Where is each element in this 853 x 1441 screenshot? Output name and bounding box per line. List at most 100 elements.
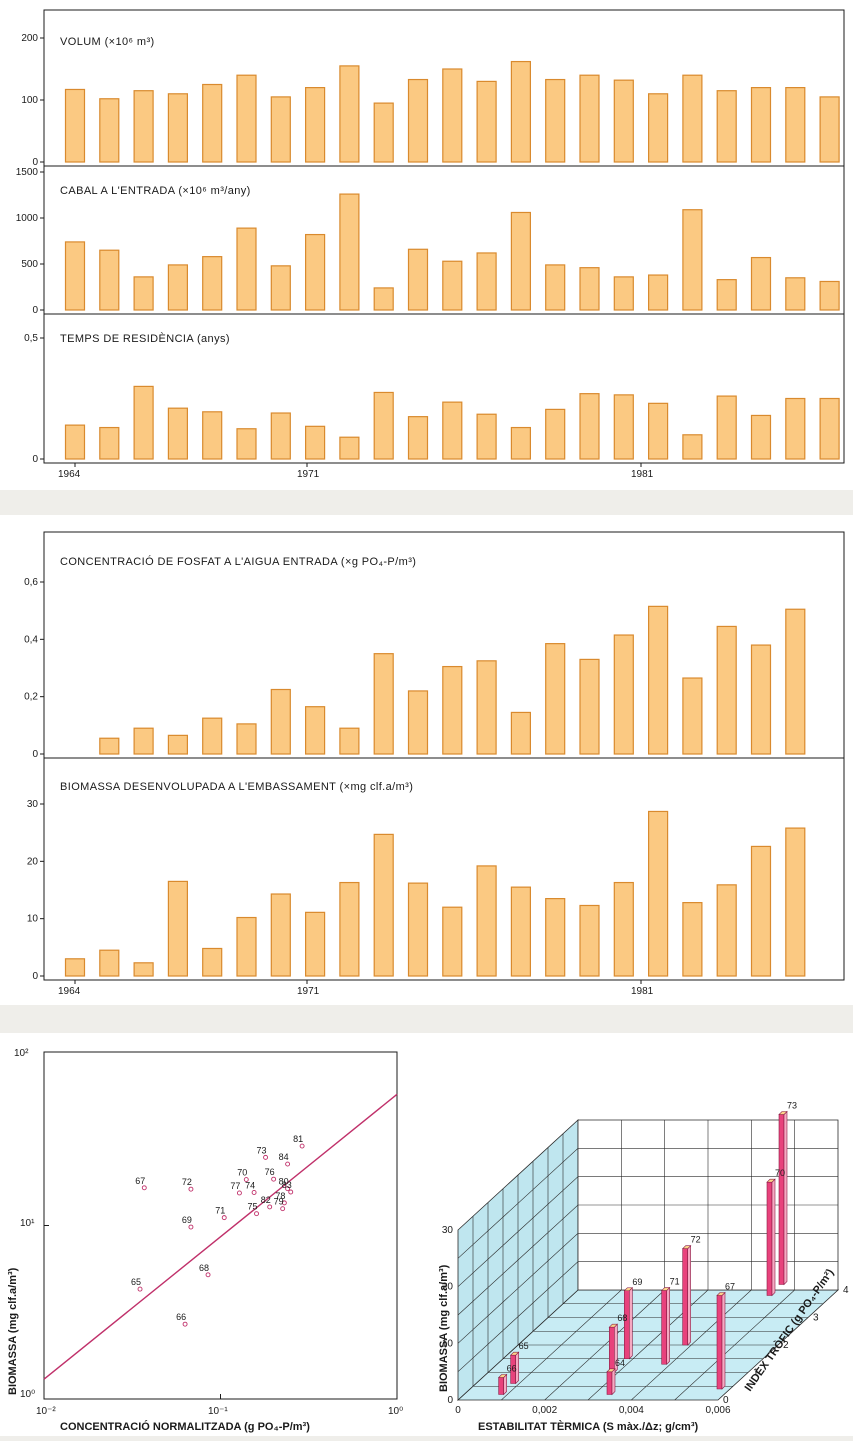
bar-panel-0	[682, 74, 703, 163]
bar-panel-3	[716, 625, 737, 755]
bar-panel-1	[133, 276, 154, 311]
y-tick-label: 0,2	[24, 692, 38, 703]
bar-panel-3	[167, 734, 188, 755]
bar3d-bar-label: 66	[507, 1364, 517, 1374]
scatter-point-label: 77	[230, 1181, 240, 1191]
y-tick-label: 0	[32, 305, 38, 316]
bar-panel-2	[305, 425, 326, 460]
bar-panel-3	[682, 677, 703, 755]
bar-panel-2	[579, 393, 600, 460]
bar-panel-4	[579, 904, 600, 977]
bar-panel-2	[373, 391, 394, 460]
y-tick-label: 100	[21, 95, 38, 106]
bar3d-bar-top	[766, 1178, 776, 1183]
bar-panel-0	[510, 60, 531, 163]
bar-panel-2	[339, 436, 360, 460]
bar-panel-2	[99, 426, 120, 460]
bar-panel-3	[647, 605, 669, 755]
bar3d-bar-label: 69	[632, 1277, 642, 1287]
bar-panel-1	[339, 193, 360, 311]
bar3d-grid-line	[457, 1204, 838, 1316]
bar-panel-4	[202, 947, 223, 977]
bar-panel-1	[579, 267, 600, 311]
bar3d-bar-64	[606, 1371, 613, 1395]
bar-panel-2	[270, 412, 291, 460]
y-tick-label: 0	[32, 971, 38, 982]
bar3d-bar-side	[783, 1110, 788, 1286]
regression-line	[43, 1093, 398, 1380]
bar-panel-2	[442, 401, 463, 460]
bar3d-bar-66	[498, 1377, 504, 1395]
bar-panel-3	[407, 690, 429, 755]
bar-panel-3	[750, 644, 772, 755]
bar-panel-1	[476, 252, 497, 311]
bar3d-bar-label: 65	[519, 1341, 529, 1351]
bar-panel-0	[202, 83, 223, 163]
bar-panel-0	[305, 86, 326, 163]
bar3d-bar-side	[503, 1373, 507, 1396]
bar-panel-4	[133, 962, 154, 977]
bar-panel-1	[545, 264, 566, 311]
x-tick-label: 1981	[631, 469, 654, 480]
x-tick-label: 1964	[58, 986, 81, 997]
bar-panel-4	[510, 886, 531, 977]
bar-panel-1	[167, 264, 188, 311]
bar-panel-4	[305, 911, 326, 977]
bar-panel-0	[167, 93, 188, 163]
scatter-point-label: 70	[237, 1168, 247, 1178]
bar-panel-3	[99, 737, 120, 755]
scatter-point-83	[288, 1189, 294, 1195]
bar-panel-3	[373, 653, 394, 755]
y-tick-label: 0	[32, 749, 38, 760]
bar-panel-2	[167, 407, 188, 460]
bar-panel-0	[407, 78, 429, 163]
bar-panel-2	[510, 426, 531, 460]
bar-panel-0	[785, 86, 806, 163]
scatter-point-label: 78	[275, 1191, 285, 1201]
panel-title-fosfat: CONCENTRACIÓ DE FOSFAT A L'AIGUA ENTRADA…	[60, 555, 416, 568]
x-tick-label: 1981	[631, 986, 654, 997]
bar-panel-0	[373, 102, 394, 163]
bar3d-bar-label: 72	[691, 1235, 701, 1245]
bar-panel-2	[647, 402, 669, 460]
bar-panel-3	[270, 688, 291, 755]
bar-panel-1	[750, 256, 772, 311]
bar-panel-0	[339, 65, 360, 163]
scatter-point-label: 74	[245, 1180, 255, 1190]
bar3d-bar-top	[509, 1351, 520, 1356]
bar3d-z-tick: 2	[783, 1340, 789, 1351]
scatter-point-74	[251, 1190, 257, 1195]
bar-panel-1	[613, 276, 634, 311]
bar-panel-2	[64, 424, 86, 460]
bar-panel-2	[133, 385, 154, 460]
x-tick-label: 1971	[297, 986, 320, 997]
bar-panel-0	[270, 96, 291, 163]
bar3d-bar-side	[666, 1286, 670, 1365]
bar-panel-4	[236, 916, 257, 977]
bar-panel-2	[716, 395, 737, 460]
bar-panel-4	[339, 881, 360, 977]
bar-panel-1	[442, 260, 463, 311]
bar3d-bar-side	[721, 1291, 726, 1390]
bar-panel-4	[407, 882, 429, 977]
bar-panel-3	[613, 634, 634, 755]
scatter-point-label: 83	[282, 1180, 292, 1190]
bar3d-grid-line	[457, 1261, 838, 1372]
bar-panel-1	[682, 209, 703, 311]
bar-panel-2	[407, 416, 429, 460]
panel-title-cabal: CABAL A L'ENTRADA (×10⁶ m³/any)	[60, 185, 251, 197]
bar3d-z-tick: 4	[843, 1285, 849, 1296]
scatter-y-axis-label: BIOMASSA (mg clf.a/m³)	[7, 1267, 19, 1395]
panel-title-biomassa: BIOMASSA DESENVOLUPADA A L'EMBASSAMENT (…	[60, 781, 413, 793]
bar3d-bar-70	[766, 1181, 773, 1296]
y-tick-label: 0,6	[24, 577, 38, 588]
bar-panel-0	[545, 78, 566, 163]
bar-panel-1	[819, 280, 840, 311]
bar-panel-2	[613, 394, 634, 460]
bar3d-bar-label: 73	[787, 1101, 797, 1111]
bar-panel-4	[270, 893, 291, 977]
bar-panel-3	[579, 658, 600, 755]
bar3d-y-tick: 0	[447, 1395, 453, 1406]
